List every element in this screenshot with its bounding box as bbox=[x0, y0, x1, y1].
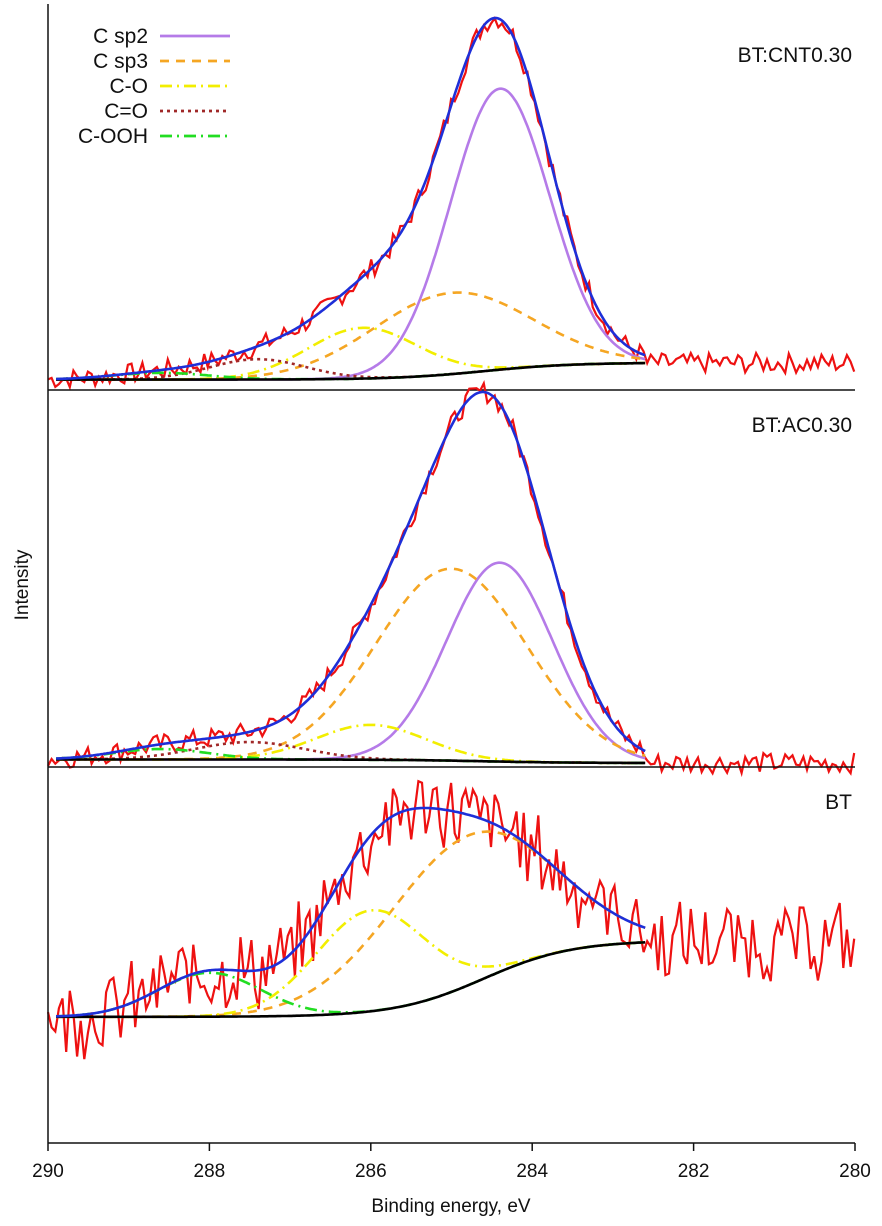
component-line-c-sp2 bbox=[56, 561, 646, 761]
panel-label: BT bbox=[825, 791, 852, 814]
x-tick-label: 288 bbox=[194, 1161, 226, 1182]
component-line-c-o bbox=[56, 723, 646, 765]
background-line bbox=[56, 941, 646, 1019]
x-tick-label: 282 bbox=[678, 1161, 710, 1182]
raw-data-line bbox=[47, 379, 856, 778]
envelope-line bbox=[56, 806, 646, 1018]
panel-bt-cnt0-30: BT:CNT0.30 bbox=[47, 4, 856, 391]
legend-label: C-OOH bbox=[78, 125, 148, 148]
raw-data-line bbox=[46, 779, 856, 1060]
x-tick-label: 284 bbox=[516, 1161, 548, 1182]
panel-bt-ac0-30: BT:AC0.30 bbox=[47, 379, 856, 778]
component-line-c-sp3 bbox=[56, 567, 646, 761]
legend-item-c-sp3: C sp3 bbox=[93, 50, 230, 73]
panel-bt: BT bbox=[46, 767, 856, 1144]
legend-item-c-sp2: C sp2 bbox=[93, 25, 230, 48]
legend-item-c-o: C=O bbox=[104, 100, 230, 123]
x-axis: 290 288 286 284 282 280 bbox=[32, 1143, 871, 1182]
panels-layer: BT:CNT0.30 BT:AC0.30 BT bbox=[46, 4, 856, 1144]
legend-item-c-o: C-O bbox=[110, 75, 230, 98]
x-tick-label: 280 bbox=[839, 1161, 871, 1182]
panel-label: BT:CNT0.30 bbox=[738, 44, 852, 67]
legend-label: C sp2 bbox=[93, 25, 148, 48]
x-axis-title: Binding energy, eV bbox=[371, 1196, 530, 1217]
background-line bbox=[56, 758, 646, 765]
x-tick-label: 290 bbox=[32, 1161, 64, 1182]
panel-label: BT:AC0.30 bbox=[752, 414, 852, 437]
y-axis-title: Intensity bbox=[12, 549, 33, 620]
legend-label: C-O bbox=[110, 75, 149, 98]
raw-data-line bbox=[47, 15, 856, 391]
legend-item-c-ooh: C-OOH bbox=[78, 125, 230, 148]
legend-label: C=O bbox=[104, 100, 148, 123]
envelope-line bbox=[56, 390, 646, 760]
component-line-c-o bbox=[56, 740, 646, 765]
legend-label: C sp3 bbox=[93, 50, 148, 73]
component-line-c-o bbox=[56, 357, 646, 381]
background-line bbox=[56, 361, 646, 381]
x-tick-label: 286 bbox=[355, 1161, 387, 1182]
envelope-line bbox=[56, 16, 646, 381]
